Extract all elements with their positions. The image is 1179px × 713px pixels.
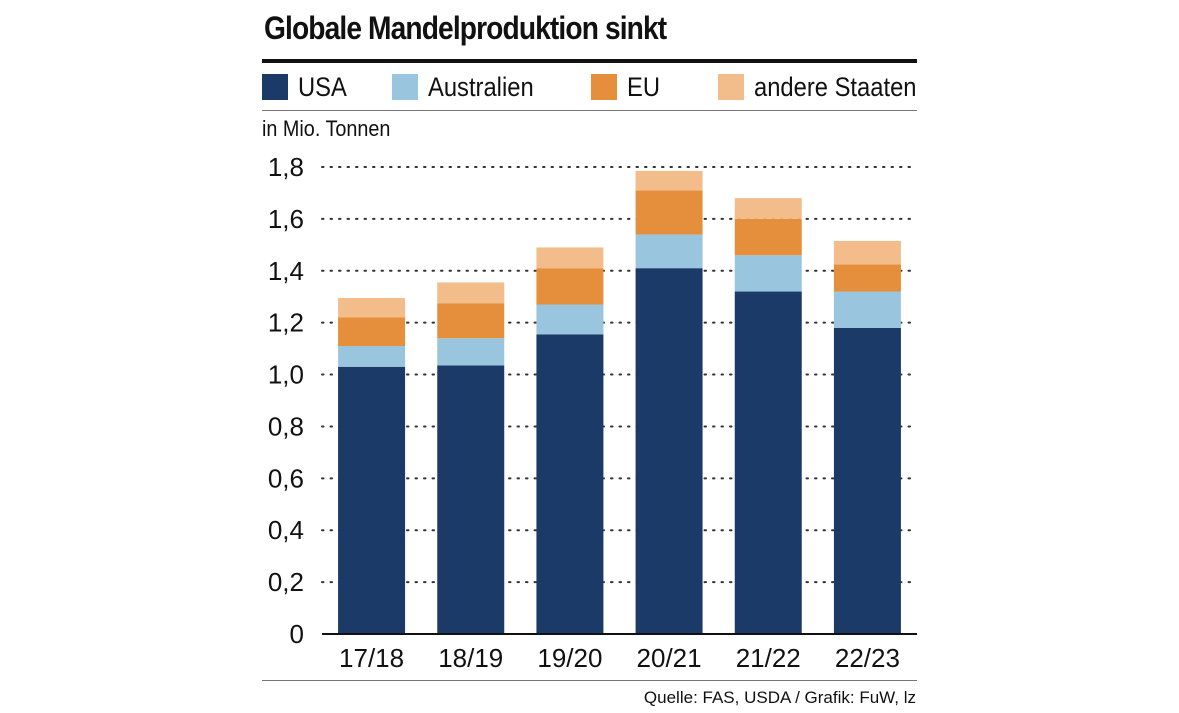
bar-19-20-australien bbox=[536, 304, 604, 335]
x-tick-label-21-22: 21/22 bbox=[736, 643, 801, 673]
source-note: Quelle: FAS, USDA / Grafik: FuW, lz bbox=[643, 688, 916, 707]
chart-frame: Globale Mandelproduktion sinkt USA Austr… bbox=[262, 0, 918, 713]
bar-19-20-eu bbox=[536, 268, 604, 305]
bar-21-22-eu bbox=[734, 218, 802, 256]
bar-22-23-eu bbox=[833, 264, 901, 292]
bar-17-18-australien bbox=[338, 346, 406, 367]
y-tick-label-0-8: 0,8 bbox=[268, 411, 304, 441]
legend-rule bbox=[262, 110, 917, 111]
legend: USA Australien EU andere Staaten bbox=[262, 66, 917, 108]
bar-22-23-australien bbox=[833, 291, 901, 328]
legend-item-andere-staaten: andere Staaten bbox=[718, 66, 939, 108]
bar-18-19-usa bbox=[437, 365, 505, 634]
bar-22-23-andere-staaten bbox=[833, 240, 901, 265]
bar-22-23-usa bbox=[833, 327, 901, 634]
legend-label-australien: Australien bbox=[428, 71, 534, 102]
y-tick-label-1-4: 1,4 bbox=[268, 256, 304, 286]
legend-label-eu: EU bbox=[627, 71, 661, 102]
legend-item-australien: Australien bbox=[392, 66, 548, 108]
bar-chart: 0 0,2 0,4 0,6 0,8 1,0 1,2 1,4 1,6 1,8 17/18 18/19 19… bbox=[268, 152, 918, 673]
legend-label-andere-staaten: andere Staaten bbox=[754, 71, 917, 102]
legend-swatch-eu bbox=[591, 74, 617, 100]
title-rule bbox=[262, 59, 917, 63]
y-tick-label-1-0: 1,0 bbox=[268, 360, 304, 390]
legend-item-eu: EU bbox=[591, 66, 665, 108]
legend-swatch-usa bbox=[262, 74, 288, 100]
y-tick-label-1-6: 1,6 bbox=[268, 204, 304, 234]
legend-swatch-andere-staaten bbox=[718, 74, 744, 100]
bar-19-20-andere-staaten bbox=[536, 247, 604, 269]
y-tick-label-0: 0 bbox=[290, 619, 304, 649]
y-tick-label-1-8: 1,8 bbox=[268, 152, 304, 182]
unit-label: in Mio. Tonnen bbox=[262, 116, 391, 141]
bar-17-18-eu bbox=[338, 317, 406, 347]
bar-18-19-australien bbox=[437, 338, 505, 366]
bar-20-21-usa bbox=[635, 268, 703, 634]
bar-18-19-andere-staaten bbox=[437, 282, 505, 304]
x-tick-label-17-18: 17/18 bbox=[339, 643, 404, 673]
legend-item-usa: USA bbox=[262, 66, 354, 108]
x-tick-label-19-20: 19/20 bbox=[537, 643, 602, 673]
y-tick-label-0-4: 0,4 bbox=[268, 515, 304, 545]
bar-17-18-usa bbox=[338, 366, 406, 634]
bar-19-20-usa bbox=[536, 334, 604, 634]
bar-17-18-andere-staaten bbox=[338, 298, 406, 318]
chart-title: Globale Mandelproduktion sinkt bbox=[264, 10, 667, 46]
bar-20-21-eu bbox=[635, 190, 703, 235]
y-tick-label-0-6: 0,6 bbox=[268, 463, 304, 493]
x-tick-label-20-21: 20/21 bbox=[637, 643, 702, 673]
x-tick-label-18-19: 18/19 bbox=[438, 643, 503, 673]
bar-18-19-eu bbox=[437, 303, 505, 339]
x-tick-label-22-23: 22/23 bbox=[835, 643, 900, 673]
legend-label-usa: USA bbox=[298, 71, 347, 102]
bar-21-22-usa bbox=[734, 291, 802, 634]
footer-rule bbox=[262, 680, 917, 681]
y-tick-label-0-2: 0,2 bbox=[268, 567, 304, 597]
bar-21-22-australien bbox=[734, 255, 802, 292]
bar-20-21-andere-staaten bbox=[635, 170, 703, 191]
bar-20-21-australien bbox=[635, 234, 703, 269]
legend-swatch-australien bbox=[392, 74, 418, 100]
bar-21-22-andere-staaten bbox=[734, 198, 802, 219]
y-tick-label-1-2: 1,2 bbox=[268, 308, 304, 338]
